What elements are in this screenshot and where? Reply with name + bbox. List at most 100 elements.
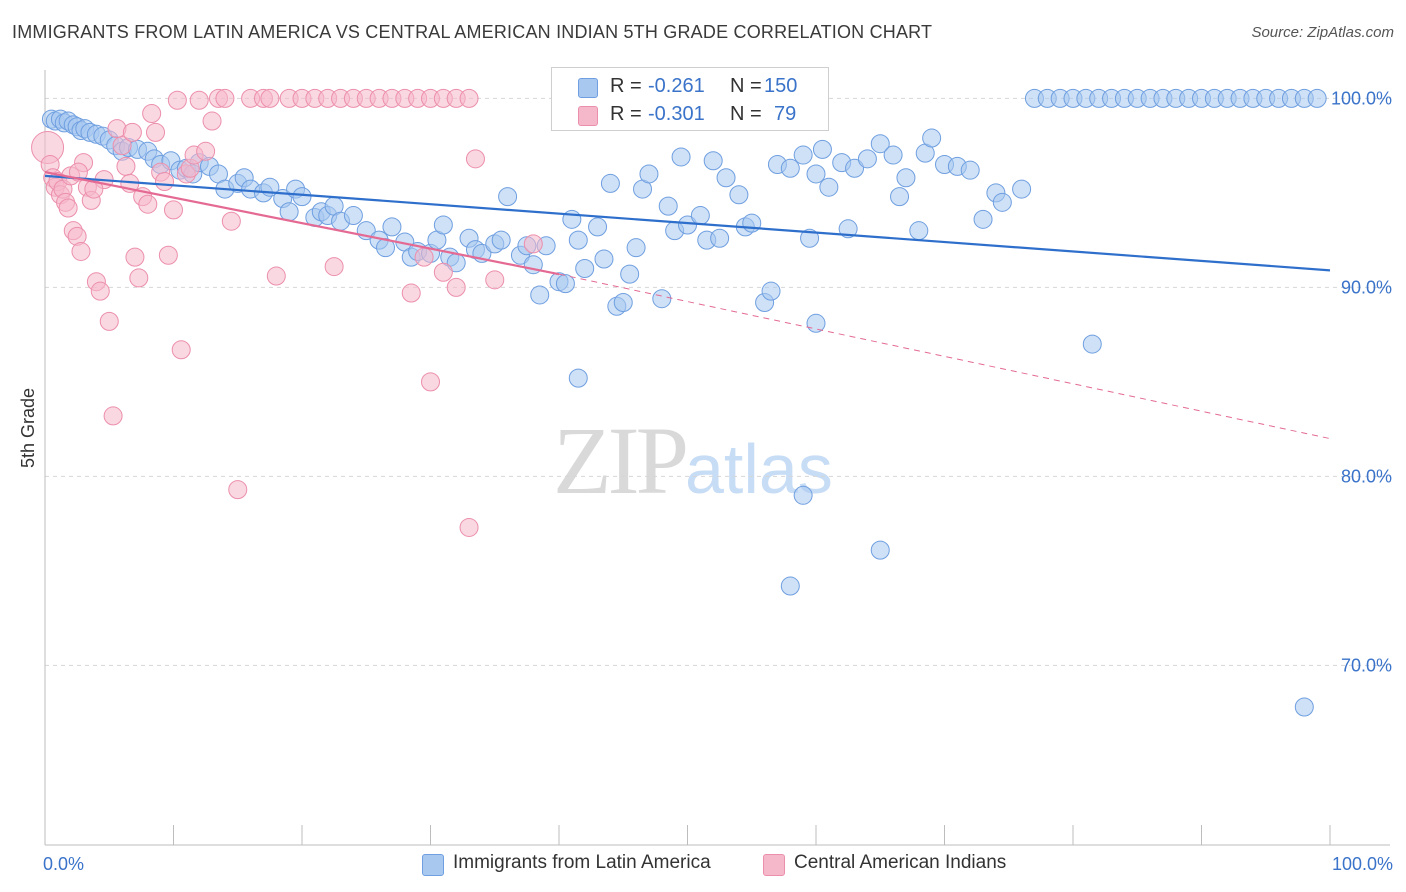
n-label: N = [730,103,762,125]
point-central-american-indian [68,162,88,182]
point-latin-america [890,187,910,207]
point-central-american-indian [266,266,286,286]
legend-swatch-blue [578,78,598,98]
trendline-latin-america [44,174,1331,272]
point-latin-america [800,228,820,248]
legend-swatch-central-american-indians [763,854,785,876]
y-tick-label: 90.0% [1341,277,1392,297]
point-latin-america [678,215,697,235]
series-legend: Immigrants from Latin America Central Am… [0,852,1406,878]
point-latin-america [555,274,575,294]
point-central-american-indian [215,88,235,108]
point-latin-america [690,206,710,226]
point-central-american-indian [189,90,209,110]
point-latin-america [716,168,736,188]
point-latin-america [292,187,312,207]
point-latin-america [806,313,826,333]
point-central-american-indian [167,90,187,110]
point-central-american-indian [459,517,479,537]
y-axis-label: 5th Grade [18,387,38,468]
point-central-american-indian [158,245,178,265]
point-central-american-indian [116,156,136,176]
r-label: R = [610,75,642,97]
r-value: -0.301 [648,103,705,125]
point-latin-america [433,215,453,235]
point-central-american-indian [465,149,485,169]
point-latin-america [812,139,832,159]
point-central-american-indian [260,88,280,108]
point-latin-america [883,145,903,165]
point-central-american-indian [71,241,91,261]
point-latin-america [793,145,813,165]
point-central-american-indian [122,122,142,142]
point-latin-america [896,168,916,188]
point-latin-america [382,217,402,237]
point-latin-america [742,213,762,233]
point-latin-america [973,209,993,229]
point-latin-america [1012,179,1032,199]
point-latin-america [992,192,1012,212]
point-latin-america [780,158,800,178]
point-latin-america [613,293,633,312]
point-central-american-indian [196,141,216,161]
point-latin-america [838,219,858,239]
point-latin-america [600,173,620,193]
point-latin-america [761,281,781,301]
n-label: N = [730,75,762,97]
point-latin-america [1294,697,1314,717]
point-latin-america [703,151,723,171]
legend-label-central-american-indians: Central American Indians [794,852,1007,873]
y-tick-label: 70.0% [1341,655,1392,675]
x-tick-label: 0.0% [43,854,84,874]
point-latin-america [806,164,826,184]
point-central-american-indian [146,122,166,142]
point-latin-america [845,158,865,178]
point-latin-america [729,185,749,205]
point-central-american-indian [171,340,191,360]
x-tick-label: 100.0% [1332,854,1393,874]
correlation-legend: R = -0.261 N = 150 R = -0.301 N = 79 [551,67,829,131]
point-latin-america [588,217,608,237]
point-central-american-indian [138,194,158,214]
point-latin-america [922,128,942,148]
point-central-american-indian [99,311,119,331]
y-tick-label: 100.0% [1331,88,1392,108]
watermark-zip: ZIP [553,407,689,514]
point-latin-america [594,249,614,269]
legend-swatch-pink [578,106,598,126]
point-latin-america [819,177,839,197]
point-latin-america [568,368,588,388]
point-central-american-indian [164,200,183,220]
point-latin-america [498,187,518,207]
point-central-american-indian [459,88,479,108]
point-central-american-indian [228,480,248,500]
point-latin-america [562,209,582,229]
point-latin-america [343,206,363,226]
point-latin-america [857,149,877,169]
point-central-american-indian [433,262,453,282]
point-central-american-indian [202,111,222,131]
legend-row-pink: R = -0.301 N = 79 [552,100,828,128]
point-latin-america [575,258,595,278]
n-value: 150 [764,75,798,97]
point-central-american-indian [324,257,344,277]
point-central-american-indian [414,247,434,267]
point-latin-america [279,202,299,222]
watermark: ZIPatlas [553,405,833,516]
point-central-american-indian [125,247,145,267]
point-latin-america [530,285,550,305]
point-central-american-indian [401,283,421,303]
point-latin-america [710,228,730,248]
source-label: Source: ZipAtlas.com [1251,24,1394,41]
n-value: 79 [774,103,797,125]
point-latin-america [960,160,980,180]
point-latin-america [1307,88,1327,108]
point-latin-america [793,485,813,505]
point-latin-america [1082,334,1102,354]
point-central-american-indian [446,277,466,297]
point-latin-america [870,134,890,154]
r-value: -0.261 [648,75,705,97]
y-tick-label: 80.0% [1341,466,1392,486]
point-latin-america [626,238,646,258]
point-latin-america [620,264,640,284]
